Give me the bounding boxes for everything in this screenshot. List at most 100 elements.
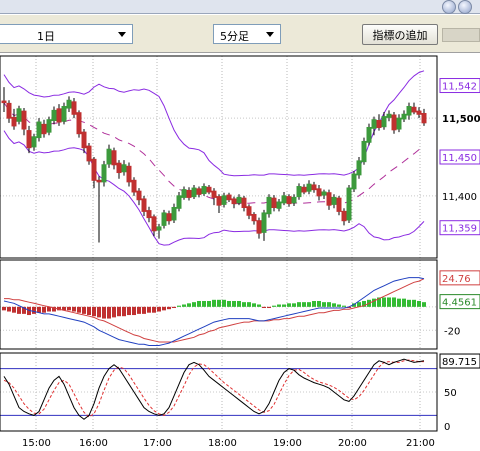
stoch-value-badge: [439, 353, 480, 369]
macd-histogram-bar: [147, 306, 151, 313]
candle-body: [256, 220, 262, 234]
candle-body: [131, 179, 137, 193]
stoch-d-line: [3, 359, 424, 418]
macd-histogram-bar: [257, 304, 261, 307]
macd-histogram-bar: [237, 300, 241, 307]
macd-histogram-bar: [177, 305, 181, 307]
candle-body: [176, 195, 182, 209]
macd-histogram-bar: [342, 305, 346, 307]
macd-histogram-bar: [307, 302, 311, 307]
candle-body: [56, 108, 62, 123]
candle-body: [111, 150, 117, 166]
candle-body: [116, 162, 122, 174]
x-tick-label: 18:00: [208, 438, 237, 449]
macd-histogram-bar: [202, 300, 206, 307]
x-tick-label: 16:00: [79, 438, 108, 449]
macd-histogram-bar: [422, 302, 426, 307]
macd-histogram-bar: [357, 302, 361, 307]
macd-histogram-bar: [92, 306, 96, 317]
macd-tick-label: -20: [444, 326, 460, 337]
axes-layer: 15:00 16:00 17:00 18:00 19:00 20:00 21:00 11,50…: [0, 55, 480, 449]
candle-body: [211, 190, 217, 198]
macd-histogram-bar: [157, 306, 161, 312]
macd-line: [3, 277, 425, 346]
candle-body: [306, 183, 312, 192]
macd-histogram-bar: [377, 297, 381, 307]
candle-body: [106, 148, 112, 165]
price-value-label: 11,500: [442, 114, 480, 125]
candle-body: [396, 117, 402, 130]
candle-body: [421, 112, 427, 124]
macd-histogram-bar: [152, 306, 156, 313]
chevron-down-icon: [266, 32, 274, 37]
macd-histogram-bar: [352, 303, 356, 307]
x-tick-label: 17:00: [143, 438, 172, 449]
period-select[interactable]: 1日: [0, 24, 133, 44]
macd-histogram-bar: [287, 303, 291, 307]
macd-histogram-bar: [52, 306, 56, 312]
candle-body: [21, 110, 27, 130]
candle-body: [366, 126, 372, 143]
macd-value-label: 24.76: [442, 274, 471, 285]
macd-histogram-bar: [97, 306, 101, 318]
macd-histogram-bar: [32, 306, 36, 314]
candle-body: [341, 210, 347, 222]
candle-body: [101, 164, 107, 183]
candle-body: [246, 206, 252, 216]
toolbar-scroll[interactable]: [442, 28, 480, 42]
price-tick-label: 11,400: [442, 192, 477, 203]
candle-body: [416, 110, 422, 115]
macd-histogram-bar: [2, 306, 6, 311]
macd-histogram-bar: [417, 300, 421, 307]
candle-body: [301, 186, 307, 193]
candle-body: [386, 113, 392, 118]
candle-body: [41, 123, 47, 135]
toolbar: 1日 5分足 指標の追加: [0, 15, 480, 53]
stochastic-panel: [3, 358, 425, 420]
candle-body: [6, 102, 12, 119]
macd-histogram-bar: [292, 303, 296, 307]
macd-histogram-bar: [232, 300, 236, 307]
x-tick-label: 21:00: [406, 438, 435, 449]
candle-body: [156, 226, 162, 231]
macd-histogram-bar: [167, 306, 171, 310]
macd-histogram-bar: [112, 306, 116, 318]
chart-area[interactable]: 15:00 16:00 17:00 18:00 19:00 20:00 21:00 11,50…: [0, 53, 480, 451]
macd-histogram-bar: [247, 302, 251, 307]
price-panel: [1, 70, 427, 246]
macd-histogram-bar: [77, 306, 81, 313]
price-value-label: 11,359: [442, 224, 477, 235]
macd-histogram-bar: [42, 306, 46, 313]
candle-body: [141, 198, 147, 212]
macd-histogram-bar: [142, 306, 146, 314]
candle-body: [231, 198, 237, 205]
macd-histogram-bar: [17, 306, 21, 314]
candle-body: [326, 192, 332, 206]
macd-histogram-bar: [317, 300, 321, 307]
chevron-down-icon: [118, 32, 126, 37]
interval-select[interactable]: 5分足: [213, 24, 281, 44]
candle-body: [96, 179, 102, 183]
candle-body: [171, 207, 177, 221]
macd-histogram-bar: [382, 297, 386, 307]
stoch-value-label: 89.715: [442, 357, 477, 368]
candle-body: [151, 216, 157, 232]
macd-histogram-bar: [197, 300, 201, 307]
price-value-badge: [439, 78, 480, 94]
macd-histogram-bar: [267, 306, 271, 309]
close-icon[interactable]: [458, 0, 472, 14]
macd-histogram-bar: [22, 306, 26, 314]
candle-body: [136, 190, 142, 201]
candle-body: [11, 116, 17, 127]
candle-body: [276, 201, 282, 209]
candle-body: [376, 119, 382, 128]
candle-body: [281, 195, 287, 204]
macd-histogram-bar: [37, 306, 41, 313]
minimize-icon[interactable]: [442, 0, 456, 14]
macd-histogram-bar: [227, 300, 231, 307]
macd-histogram-bar: [62, 306, 66, 311]
add-indicator-button[interactable]: 指標の追加: [362, 24, 438, 45]
macd-histogram-bar: [187, 303, 191, 307]
candle-body: [391, 114, 397, 131]
macd-histogram-bar: [67, 306, 71, 311]
